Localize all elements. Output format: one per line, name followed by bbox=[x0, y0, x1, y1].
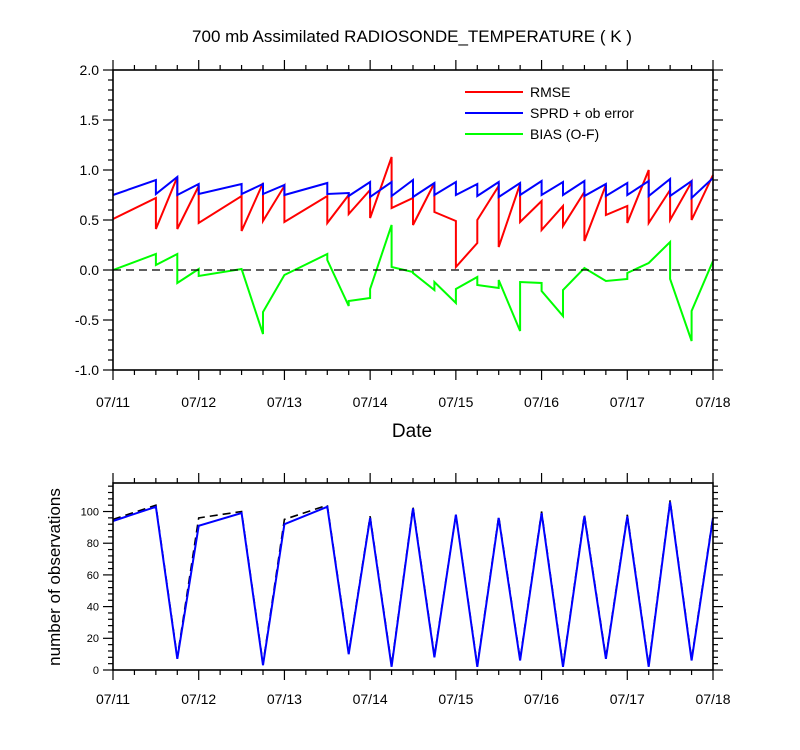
series-sprd-ob-error-line bbox=[112, 174, 714, 201]
legend: RMSE SPRD + ob error BIAS (O-F) bbox=[465, 84, 634, 142]
y-tick-label: 20 bbox=[87, 633, 99, 645]
y-tick-label: 1.0 bbox=[80, 162, 100, 178]
y-tick-label: 40 bbox=[87, 601, 99, 613]
x-tick-label: 07/16 bbox=[524, 394, 559, 410]
bottom-plot-frame bbox=[112, 482, 714, 671]
x-tick-label: 07/14 bbox=[353, 394, 388, 410]
y-tick-label: -0.5 bbox=[75, 312, 99, 328]
x-tick-label: 07/13 bbox=[267, 394, 302, 410]
x-tick-label: 07/16 bbox=[524, 691, 559, 707]
legend-label-sprd-ob-error: SPRD + ob error bbox=[530, 105, 634, 121]
y-tick-label: 1.5 bbox=[80, 112, 100, 128]
y-axis-title-observations: number of observations bbox=[45, 488, 64, 666]
top-series-group bbox=[112, 156, 714, 342]
top-x-tick-labels: 07/11 07/12 07/13 07/14 07/15 07/16 07/17 07/18 bbox=[96, 394, 731, 410]
x-tick-label: 07/13 bbox=[267, 691, 302, 707]
top-axis-ticks bbox=[103, 60, 723, 380]
series-bias-o-f-line bbox=[112, 224, 714, 342]
chart-title: 700 mb Assimilated RADIOSONDE_TEMPERATUR… bbox=[192, 27, 632, 46]
top-chart: 700 mb Assimilated RADIOSONDE_TEMPERATUR… bbox=[75, 27, 731, 442]
x-tick-label: 07/12 bbox=[181, 691, 216, 707]
x-tick-label: 07/11 bbox=[96, 691, 130, 707]
y-tick-label: 2.0 bbox=[80, 62, 100, 78]
y-tick-label: 100 bbox=[81, 506, 99, 518]
series-rmse-line bbox=[112, 156, 714, 270]
x-tick-label: 07/18 bbox=[695, 394, 730, 410]
x-axis-title: Date bbox=[392, 421, 432, 442]
x-tick-label: 07/18 bbox=[695, 691, 730, 707]
top-plot-frame bbox=[112, 69, 714, 371]
x-tick-label: 07/11 bbox=[96, 394, 130, 410]
bottom-axis-ticks bbox=[103, 473, 723, 680]
y-tick-label: 0 bbox=[93, 665, 99, 677]
bottom-x-tick-labels: 07/11 07/12 07/13 07/14 07/15 07/16 07/17 07/18 bbox=[96, 691, 731, 707]
x-tick-label: 07/15 bbox=[438, 691, 473, 707]
y-tick-label: 0.5 bbox=[80, 212, 100, 228]
y-tick-label: 80 bbox=[87, 538, 99, 550]
bottom-y-tick-labels: 0 20 40 60 80 100 bbox=[81, 506, 99, 676]
x-tick-label: 07/17 bbox=[610, 691, 645, 707]
bottom-series-group bbox=[112, 500, 714, 667]
x-tick-label: 07/15 bbox=[438, 394, 473, 410]
series-assimilated-observations-line bbox=[112, 501, 714, 667]
x-tick-label: 07/17 bbox=[610, 394, 645, 410]
y-tick-label: 0.0 bbox=[80, 262, 100, 278]
y-tick-label: 60 bbox=[87, 570, 99, 582]
top-y-tick-labels: -1.0 -0.5 0.0 0.5 1.0 1.5 2.0 bbox=[75, 62, 99, 378]
y-tick-label: -1.0 bbox=[75, 362, 99, 378]
x-tick-label: 07/12 bbox=[181, 394, 216, 410]
x-tick-label: 07/14 bbox=[353, 691, 388, 707]
legend-label-bias-o-f: BIAS (O-F) bbox=[530, 126, 599, 142]
legend-label-rmse: RMSE bbox=[530, 84, 570, 100]
